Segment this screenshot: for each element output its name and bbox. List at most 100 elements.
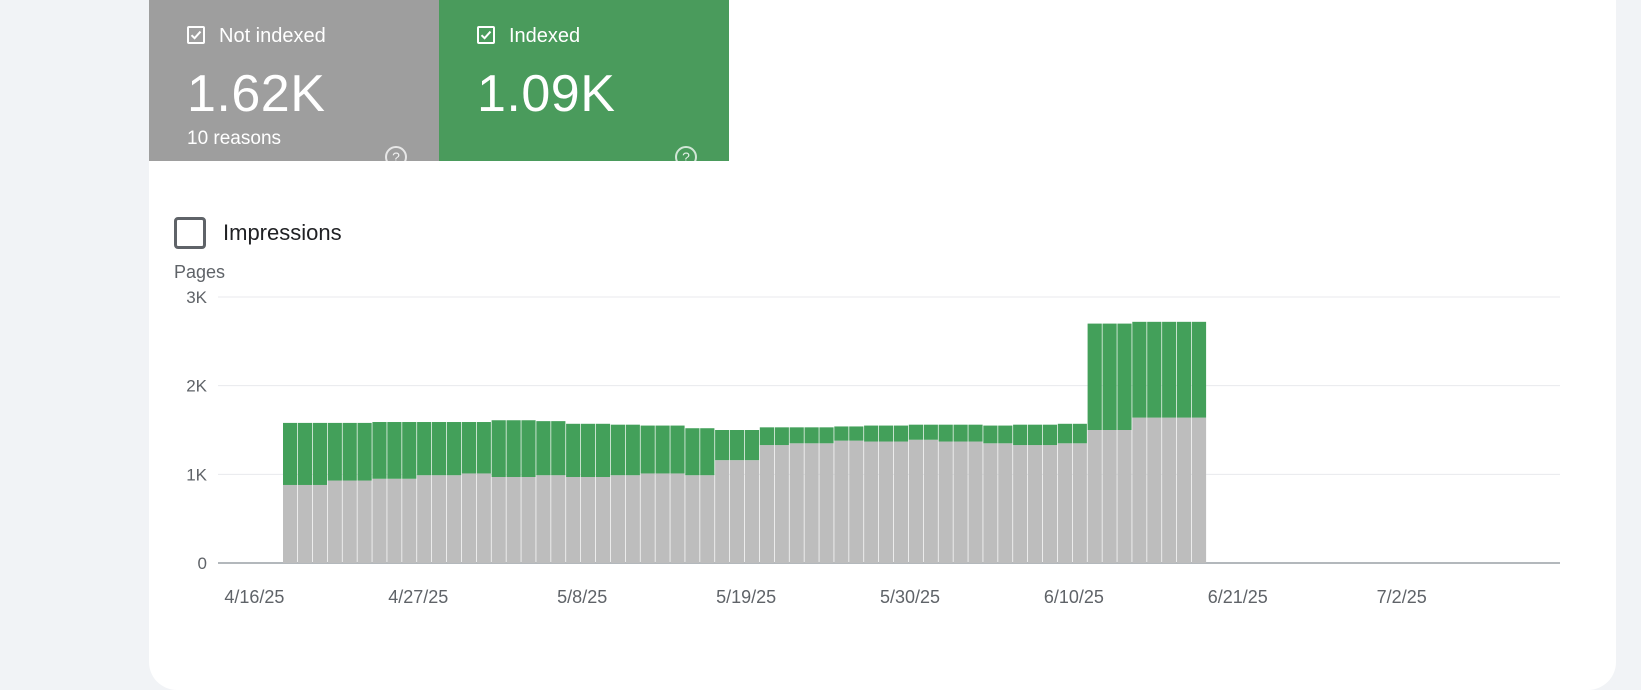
bar-indexed bbox=[312, 422, 327, 485]
bar-indexed bbox=[819, 427, 834, 444]
bar-not-indexed bbox=[491, 476, 506, 563]
bar-not-indexed bbox=[446, 475, 462, 563]
bar-not-indexed bbox=[402, 478, 417, 563]
bar-indexed bbox=[551, 421, 566, 476]
y-tick-label: 0 bbox=[198, 554, 207, 573]
index-coverage-card: Not indexed 1.62K 10 reasons ? Indexed 1… bbox=[149, 0, 1616, 690]
bar-indexed bbox=[327, 422, 342, 481]
y-axis-label: Pages bbox=[174, 262, 225, 282]
bar-not-indexed bbox=[625, 475, 640, 563]
pages-chart: Pages 0 1K 2K 3K 4/16/25 4/27/25 5/8/25 5/19/25 5… bbox=[174, 262, 1560, 607]
x-tick-label: 7/2/25 bbox=[1377, 587, 1427, 607]
bar-not-indexed bbox=[1028, 445, 1043, 563]
bar-indexed bbox=[804, 427, 819, 444]
bar-not-indexed bbox=[908, 439, 923, 563]
bar-not-indexed bbox=[1057, 443, 1072, 563]
help-icon[interactable]: ? bbox=[385, 146, 407, 168]
bar-not-indexed bbox=[1177, 417, 1192, 563]
not-indexed-checkbox[interactable] bbox=[187, 26, 205, 44]
bar-not-indexed bbox=[342, 480, 357, 563]
bar-not-indexed bbox=[774, 445, 789, 563]
bar-not-indexed bbox=[1132, 417, 1147, 563]
bar-indexed bbox=[566, 423, 581, 477]
bar-indexed bbox=[1028, 424, 1043, 446]
indexed-checkbox[interactable] bbox=[477, 26, 495, 44]
bar-not-indexed bbox=[566, 476, 581, 563]
bar-not-indexed bbox=[879, 441, 894, 563]
bar-not-indexed bbox=[1102, 430, 1117, 563]
bar-indexed bbox=[953, 424, 968, 442]
x-tick-label: 4/27/25 bbox=[388, 587, 448, 607]
bar-not-indexed bbox=[595, 476, 611, 563]
x-tick-label: 5/8/25 bbox=[557, 587, 607, 607]
not-indexed-value: 1.62K bbox=[187, 65, 326, 123]
bar-indexed bbox=[1147, 321, 1162, 418]
bar-not-indexed bbox=[953, 441, 968, 563]
bar-not-indexed bbox=[715, 460, 730, 563]
bar-not-indexed bbox=[417, 475, 432, 563]
bar-indexed bbox=[1087, 323, 1102, 430]
bar-not-indexed bbox=[581, 476, 596, 563]
bar-indexed bbox=[983, 425, 998, 444]
bar-not-indexed bbox=[610, 475, 625, 563]
x-tick-label: 5/30/25 bbox=[880, 587, 940, 607]
x-tick-label: 6/21/25 bbox=[1208, 587, 1268, 607]
bar-indexed bbox=[297, 422, 313, 485]
bar-not-indexed bbox=[685, 475, 700, 563]
impressions-checkbox[interactable] bbox=[174, 217, 206, 249]
not-indexed-label: Not indexed bbox=[219, 25, 326, 47]
bar-indexed bbox=[879, 425, 894, 442]
y-tick-label: 1K bbox=[186, 465, 207, 484]
bar-indexed bbox=[744, 430, 760, 461]
bar-not-indexed bbox=[357, 480, 372, 563]
bar-not-indexed bbox=[789, 443, 804, 563]
bar-indexed bbox=[730, 430, 745, 461]
bar-indexed bbox=[834, 426, 849, 441]
bar-indexed bbox=[446, 422, 462, 476]
bar-indexed bbox=[715, 430, 730, 461]
bar-not-indexed bbox=[730, 460, 745, 563]
bar-not-indexed bbox=[1117, 430, 1132, 563]
bar-not-indexed bbox=[1191, 417, 1207, 563]
bar-indexed bbox=[581, 423, 596, 477]
help-icon[interactable]: ? bbox=[675, 146, 697, 168]
bar-indexed bbox=[1102, 323, 1117, 430]
bar-not-indexed bbox=[312, 484, 327, 563]
bar-indexed bbox=[476, 422, 491, 474]
bar-indexed bbox=[432, 422, 447, 476]
bar-not-indexed bbox=[551, 475, 566, 563]
bar-indexed bbox=[1162, 321, 1177, 418]
bar-indexed bbox=[372, 422, 387, 479]
bar-indexed bbox=[1117, 323, 1132, 430]
indexed-label: Indexed bbox=[509, 25, 581, 47]
bar-not-indexed bbox=[521, 476, 536, 563]
bar-not-indexed bbox=[1147, 417, 1162, 563]
bar-indexed bbox=[1057, 423, 1072, 444]
bar-not-indexed bbox=[670, 473, 685, 563]
bar-not-indexed bbox=[476, 473, 491, 563]
bar-indexed bbox=[1042, 424, 1058, 446]
bar-not-indexed bbox=[923, 439, 938, 563]
indexed-tile[interactable]: Indexed 1.09K ? bbox=[439, 0, 729, 168]
bar-not-indexed bbox=[819, 443, 834, 563]
y-tick-label: 2K bbox=[186, 377, 207, 396]
bar-indexed bbox=[968, 424, 983, 442]
bar-indexed bbox=[908, 424, 923, 440]
y-tick-label: 3K bbox=[186, 288, 207, 307]
bar-not-indexed bbox=[297, 484, 313, 563]
bar-indexed bbox=[625, 424, 640, 476]
bar-indexed bbox=[670, 425, 685, 474]
bar-indexed bbox=[461, 422, 476, 474]
bar-not-indexed bbox=[998, 443, 1013, 563]
bar-not-indexed bbox=[536, 475, 551, 563]
bar-not-indexed bbox=[1162, 417, 1177, 563]
bar-not-indexed bbox=[834, 440, 849, 563]
bar-indexed bbox=[864, 425, 879, 442]
not-indexed-tile[interactable]: Not indexed 1.62K 10 reasons ? bbox=[149, 0, 439, 168]
bar-indexed bbox=[1013, 424, 1028, 446]
bar-indexed bbox=[387, 422, 402, 479]
bar-indexed bbox=[1177, 321, 1192, 418]
bar-indexed bbox=[640, 425, 655, 474]
bar-not-indexed bbox=[968, 441, 983, 563]
bar-not-indexed bbox=[1042, 445, 1058, 563]
